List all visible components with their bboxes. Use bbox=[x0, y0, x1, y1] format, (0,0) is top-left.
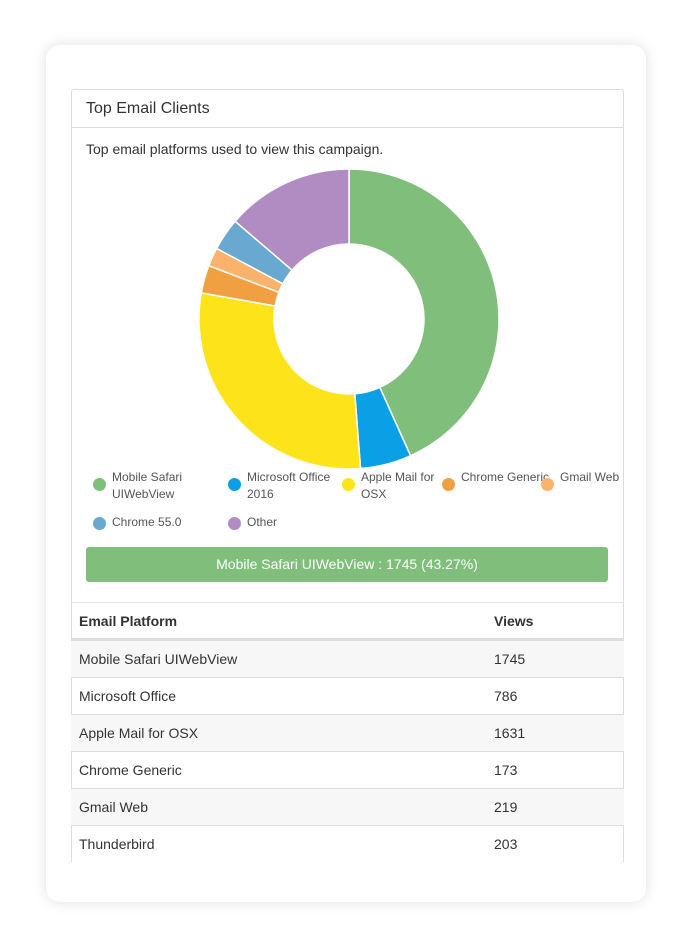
table-cell: 173 bbox=[494, 762, 518, 778]
legend-item: Chrome Generic bbox=[442, 469, 556, 491]
legend-swatch bbox=[93, 478, 106, 491]
table-cell: 786 bbox=[494, 688, 518, 704]
highlight-banner: Mobile Safari UIWebView : 1745 (43.27%) bbox=[86, 547, 608, 582]
table-cell: 219 bbox=[494, 799, 518, 815]
legend-swatch bbox=[442, 478, 455, 491]
legend-item: Mobile Safari UIWebView bbox=[93, 469, 207, 503]
legend-item: Apple Mail for OSX bbox=[342, 469, 456, 503]
table-row: Mobile Safari UIWebView 1745 bbox=[71, 640, 624, 677]
panel: Top Email Clients Top email platforms us… bbox=[71, 89, 624, 862]
table-row: Apple Mail for OSX 1631 bbox=[71, 714, 624, 751]
legend-label: Mobile Safari UIWebView bbox=[112, 470, 183, 501]
legend-swatch bbox=[228, 517, 241, 530]
donut-chart bbox=[198, 168, 500, 470]
legend-swatch bbox=[342, 478, 355, 491]
legend-item: Chrome 55.0 bbox=[93, 508, 207, 531]
legend-label: Other bbox=[247, 515, 278, 529]
table-row: Microsoft Office 786 bbox=[71, 677, 624, 714]
legend: Mobile Safari UIWebView Microsoft Office … bbox=[72, 469, 623, 539]
donut-slice bbox=[234, 168, 350, 272]
legend-swatch bbox=[93, 517, 106, 530]
table-cell: Mobile Safari UIWebView bbox=[79, 651, 238, 667]
table-cell: Microsoft Office bbox=[79, 688, 176, 704]
table-cell: Thunderbird bbox=[79, 836, 155, 852]
table-cell: Gmail Web bbox=[79, 799, 148, 815]
column-header: Email Platform bbox=[79, 613, 178, 629]
legend-swatch bbox=[228, 478, 241, 491]
legend-swatch bbox=[541, 478, 554, 491]
donut-slice bbox=[348, 168, 500, 457]
legend-label: Microsoft Office 2016 bbox=[247, 470, 331, 501]
table-cell: Apple Mail for OSX bbox=[79, 725, 199, 741]
legend-item: Other bbox=[228, 508, 342, 531]
table-cell: Chrome Generic bbox=[79, 762, 182, 778]
legend-label: Apple Mail for OSX bbox=[361, 470, 435, 501]
table-row: Gmail Web 219 bbox=[71, 788, 624, 825]
table-row: Chrome Generic 173 bbox=[71, 751, 624, 788]
panel-description: Top email platforms used to view this ca… bbox=[86, 141, 384, 157]
legend-label: Chrome 55.0 bbox=[112, 515, 182, 529]
legend-label: Chrome Generic bbox=[461, 470, 550, 484]
table-cell: 1631 bbox=[494, 725, 526, 741]
legend-label: Gmail Web bbox=[560, 470, 620, 484]
legend-item: Gmail Web bbox=[541, 469, 655, 491]
table-header: Email Platform Views bbox=[71, 602, 624, 640]
table-cell: 203 bbox=[494, 836, 518, 852]
donut-slice bbox=[198, 292, 362, 470]
panel-title: Top Email Clients bbox=[72, 90, 623, 128]
column-header: Views bbox=[494, 613, 534, 629]
legend-item: Microsoft Office 2016 bbox=[228, 469, 342, 503]
table: Email Platform Views Mobile Safari UIWebVi… bbox=[71, 602, 624, 862]
table-cell: 1745 bbox=[494, 651, 526, 667]
table-row: Thunderbird 203 bbox=[71, 825, 624, 862]
